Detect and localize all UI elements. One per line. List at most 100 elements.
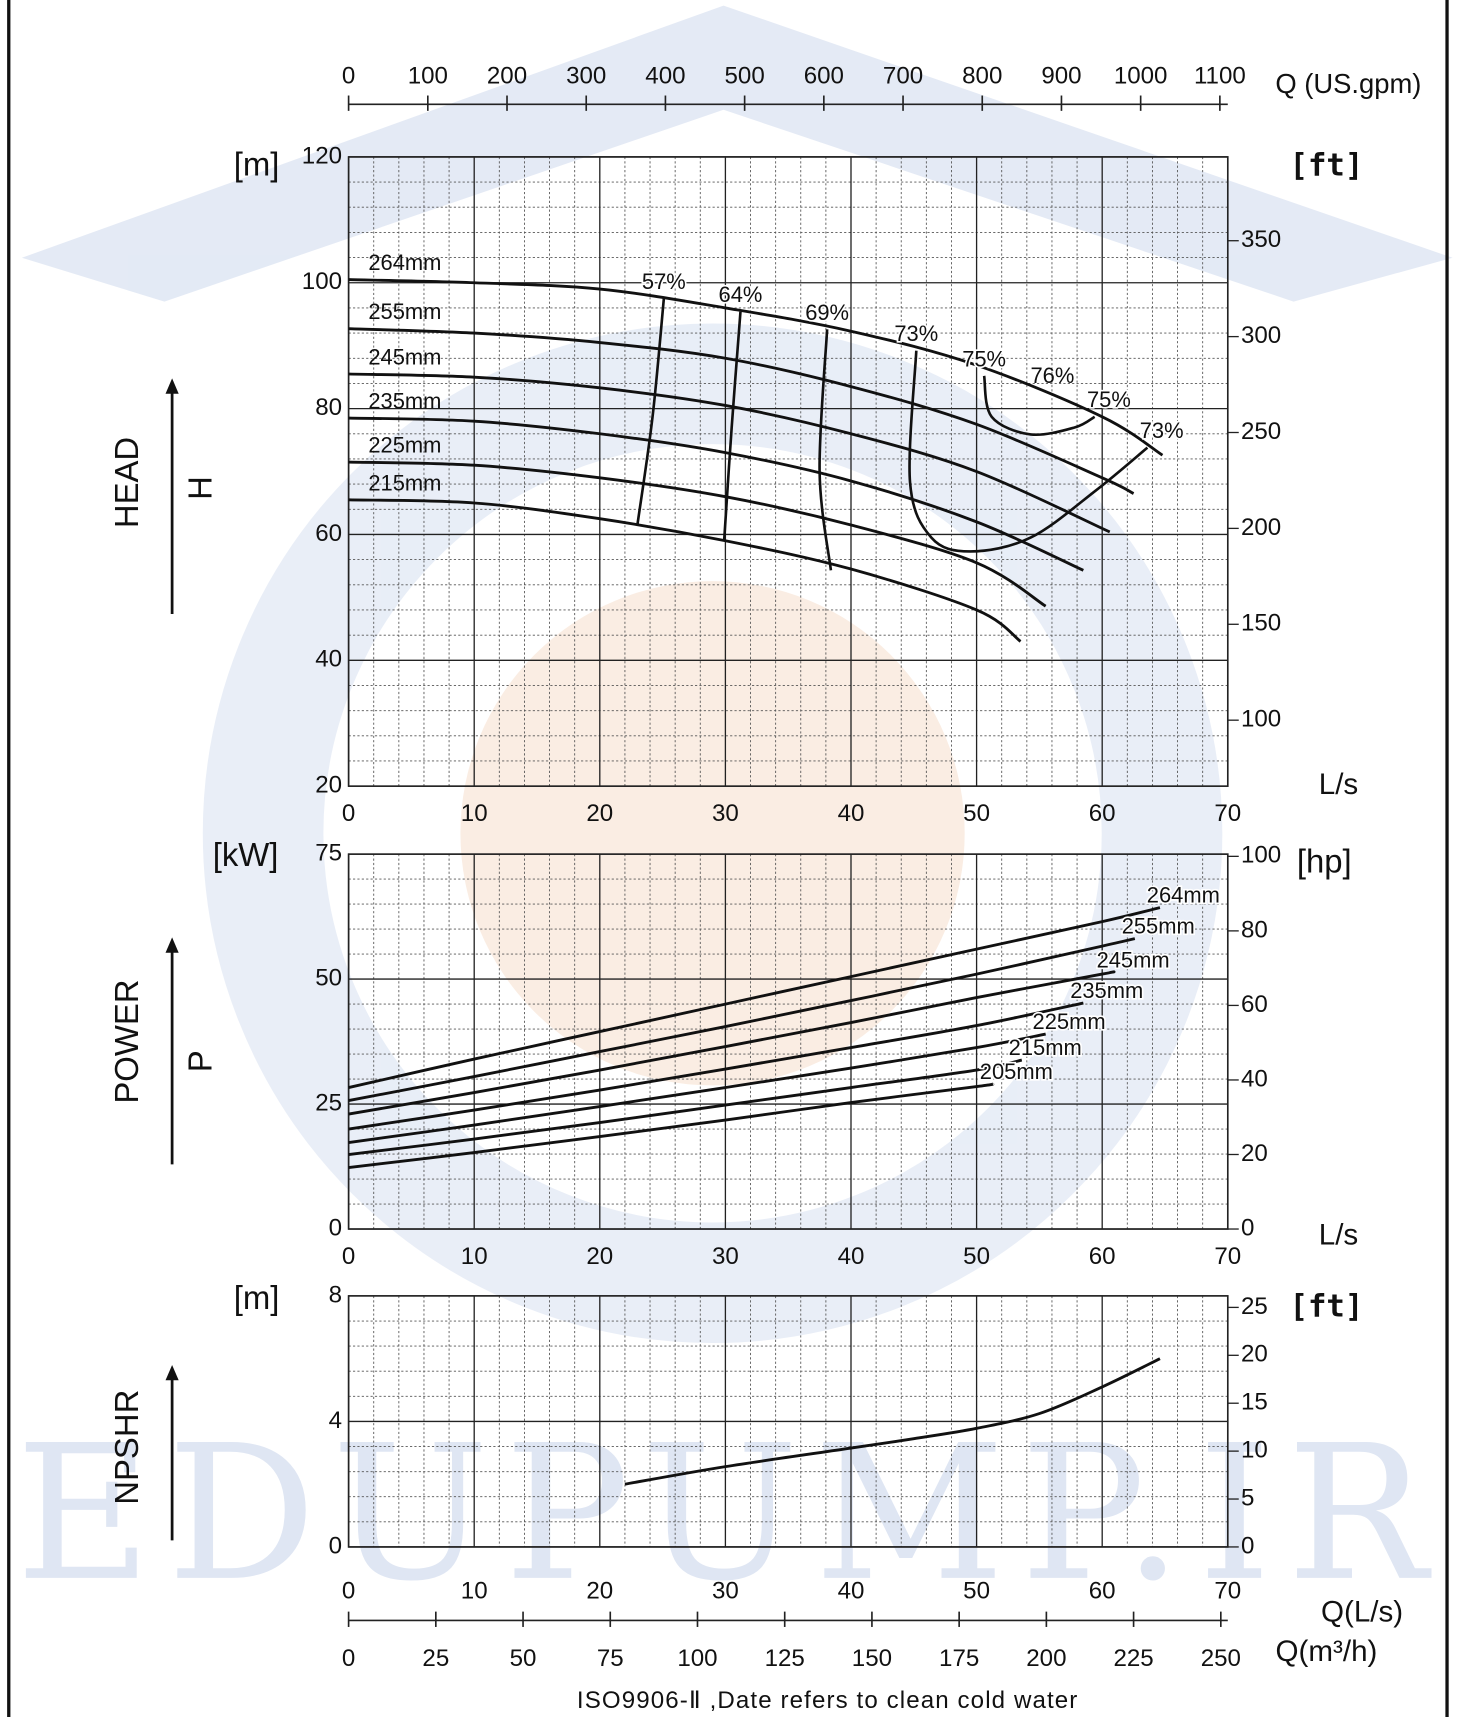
curve-label: 205mm — [980, 1059, 1053, 1084]
efficiency-label: 73% — [894, 321, 938, 346]
bottom-axis-tick-label: 175 — [939, 1645, 979, 1672]
efficiency-label: 69% — [805, 300, 849, 325]
y-tick-label: 100 — [302, 268, 342, 295]
bottom-axis-tick-label: 225 — [1113, 1645, 1153, 1672]
curve-label: 255mm — [368, 299, 441, 324]
efficiency-label: 64% — [719, 282, 763, 307]
x-tick-label: 40 — [838, 800, 865, 827]
performance-curve — [348, 372, 1111, 534]
y2-axis-unit: [ft] — [1289, 1289, 1363, 1324]
performance-curve — [348, 1001, 1084, 1131]
background-logo — [21, 5, 1453, 1344]
y-tick-label: 60 — [315, 520, 342, 547]
top-axis-tick-label: 1100 — [1194, 62, 1246, 89]
performance-curve — [348, 937, 1136, 1102]
bottom-axis-tick-label: 200 — [1026, 1645, 1066, 1672]
y2-tick-label: 300 — [1241, 322, 1281, 349]
x-tick-label: 40 — [838, 1577, 865, 1604]
y-axis-unit: [m] — [234, 145, 280, 182]
y2-tick-label: 100 — [1241, 842, 1281, 869]
axis-arrow-head — [165, 378, 179, 394]
y2-tick-label: 20 — [1241, 1341, 1268, 1368]
annotation: 76% — [1030, 363, 1074, 388]
y2-tick-label: 0 — [1241, 1214, 1254, 1241]
x-tick-label: 20 — [586, 1243, 613, 1270]
top-axis-tick-label: 800 — [962, 62, 1002, 89]
y2-tick-label: 20 — [1241, 1140, 1268, 1167]
x-tick-label: 50 — [963, 1577, 990, 1604]
top-axis-tick-label: 700 — [883, 62, 923, 89]
footer-note: ISO9906-Ⅱ ,Date refers to clean cold wat… — [577, 1687, 1078, 1714]
y-tick-label: 25 — [315, 1089, 342, 1116]
y-tick-label: 20 — [315, 772, 342, 799]
x-tick-label: 20 — [586, 800, 613, 827]
curve-label: 235mm — [1070, 978, 1143, 1003]
performance-curve — [348, 906, 1161, 1089]
efficiency-label: 57% — [642, 269, 686, 294]
x-tick-label: 0 — [342, 1577, 355, 1604]
curve-label: 264mm — [1147, 882, 1220, 907]
plot-frame — [347, 156, 1229, 787]
x-tick-label: 10 — [461, 1577, 488, 1604]
curve-label: 235mm — [368, 388, 441, 413]
curve-label: 245mm — [1097, 947, 1170, 972]
x-tick-label: 0 — [342, 1243, 355, 1270]
y2-tick-label: 200 — [1241, 514, 1281, 541]
panel: 0 10 20 30 40 50 60 70 20 40 60 80 100 120 100 150 200 25… — [108, 62, 1421, 827]
efficiency-curve — [636, 298, 666, 525]
performance-curve — [348, 416, 1084, 572]
x-axis-label: Q(L/s) — [1321, 1596, 1403, 1629]
x-tick-label: 50 — [963, 800, 990, 827]
plot-frame — [347, 853, 1229, 1230]
x-tick-label: 50 — [963, 1243, 990, 1270]
bottom-axis-label: Q(m³/h) — [1276, 1635, 1378, 1668]
x-tick-label: 30 — [712, 1577, 739, 1604]
x-tick-label: 60 — [1089, 800, 1116, 827]
x-tick-label: 60 — [1089, 1577, 1116, 1604]
x-tick-label: 60 — [1089, 1243, 1116, 1270]
performance-curve — [348, 327, 1135, 495]
top-axis-tick-label: 100 — [408, 62, 448, 89]
performance-curve — [348, 1058, 1023, 1156]
x-tick-label: 70 — [1214, 1577, 1241, 1604]
y-tick-label: 120 — [302, 142, 342, 169]
y2-axis-unit: [hp] — [1297, 843, 1352, 880]
y2-tick-label: 80 — [1241, 916, 1268, 943]
curve-label: 255mm — [1122, 913, 1195, 938]
y-axis-title: HEAD — [108, 437, 145, 528]
y2-tick-label: 100 — [1241, 706, 1281, 733]
axis-arrow-head — [165, 937, 179, 953]
curve-label: 225mm — [368, 433, 441, 458]
y-tick-label: 40 — [315, 646, 342, 673]
efficiency-curve — [982, 375, 1096, 437]
y-tick-label: 75 — [315, 839, 342, 866]
performance-curve — [348, 460, 1047, 608]
performance-curve — [348, 278, 1164, 457]
x-tick-label: 0 — [342, 800, 355, 827]
top-axis-tick-label: 400 — [645, 62, 685, 89]
bottom-axis-tick-label: 75 — [597, 1645, 624, 1672]
y-tick-label: 8 — [329, 1281, 342, 1308]
bottom-axis-tick-label: 150 — [852, 1645, 892, 1672]
curve-label: 215mm — [1009, 1035, 1082, 1060]
x-tick-label: 10 — [461, 1243, 488, 1270]
bottom-axis-tick-label: 100 — [677, 1645, 717, 1672]
efficiency-curve — [818, 329, 833, 571]
curve-label: 215mm — [368, 470, 441, 495]
top-axis-label: Q (US.gpm) — [1275, 68, 1421, 99]
watermark: EDUPUMP.IR — [16, 1405, 1443, 1622]
efficiency-label: 75% — [1087, 387, 1131, 412]
efficiency-curve — [908, 350, 1149, 553]
y-tick-label: 50 — [315, 964, 342, 991]
y2-tick-label: 60 — [1241, 991, 1268, 1018]
y2-tick-label: 350 — [1241, 226, 1281, 253]
y2-tick-label: 150 — [1241, 610, 1281, 637]
y2-tick-label: 15 — [1241, 1389, 1268, 1416]
curve-label: 264mm — [368, 250, 441, 275]
y2-tick-label: 250 — [1241, 418, 1281, 445]
bottom-axis-tick-label: 25 — [422, 1645, 449, 1672]
bottom-axis-tick-label: 125 — [765, 1645, 805, 1672]
